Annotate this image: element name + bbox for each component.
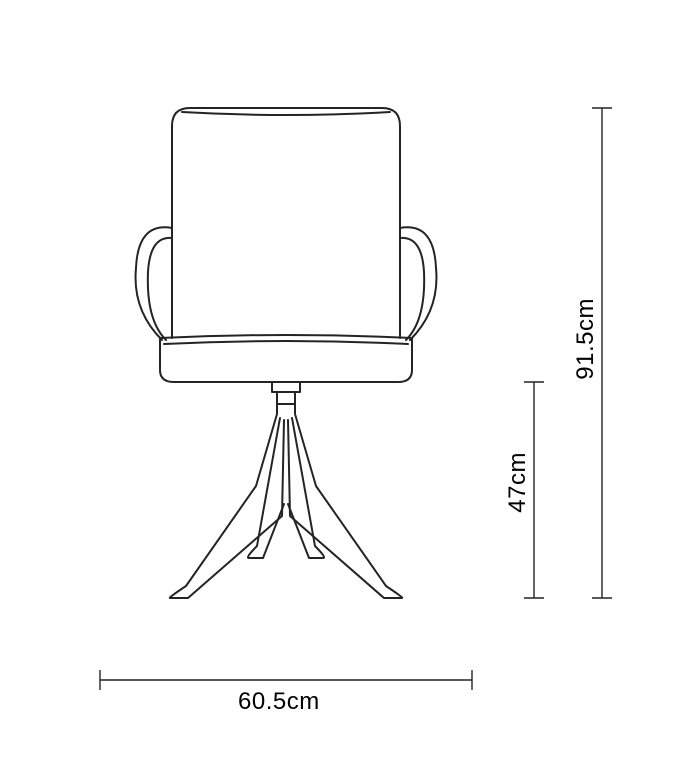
- chair-technical-drawing: [0, 0, 700, 778]
- dimension-label-seat-height: 47cm: [504, 452, 532, 513]
- diagram-stage: 60.5cm 47cm 91.5cm: [0, 0, 700, 778]
- dimension-label-total-height: 91.5cm: [572, 298, 600, 380]
- dimension-label-width: 60.5cm: [238, 688, 320, 716]
